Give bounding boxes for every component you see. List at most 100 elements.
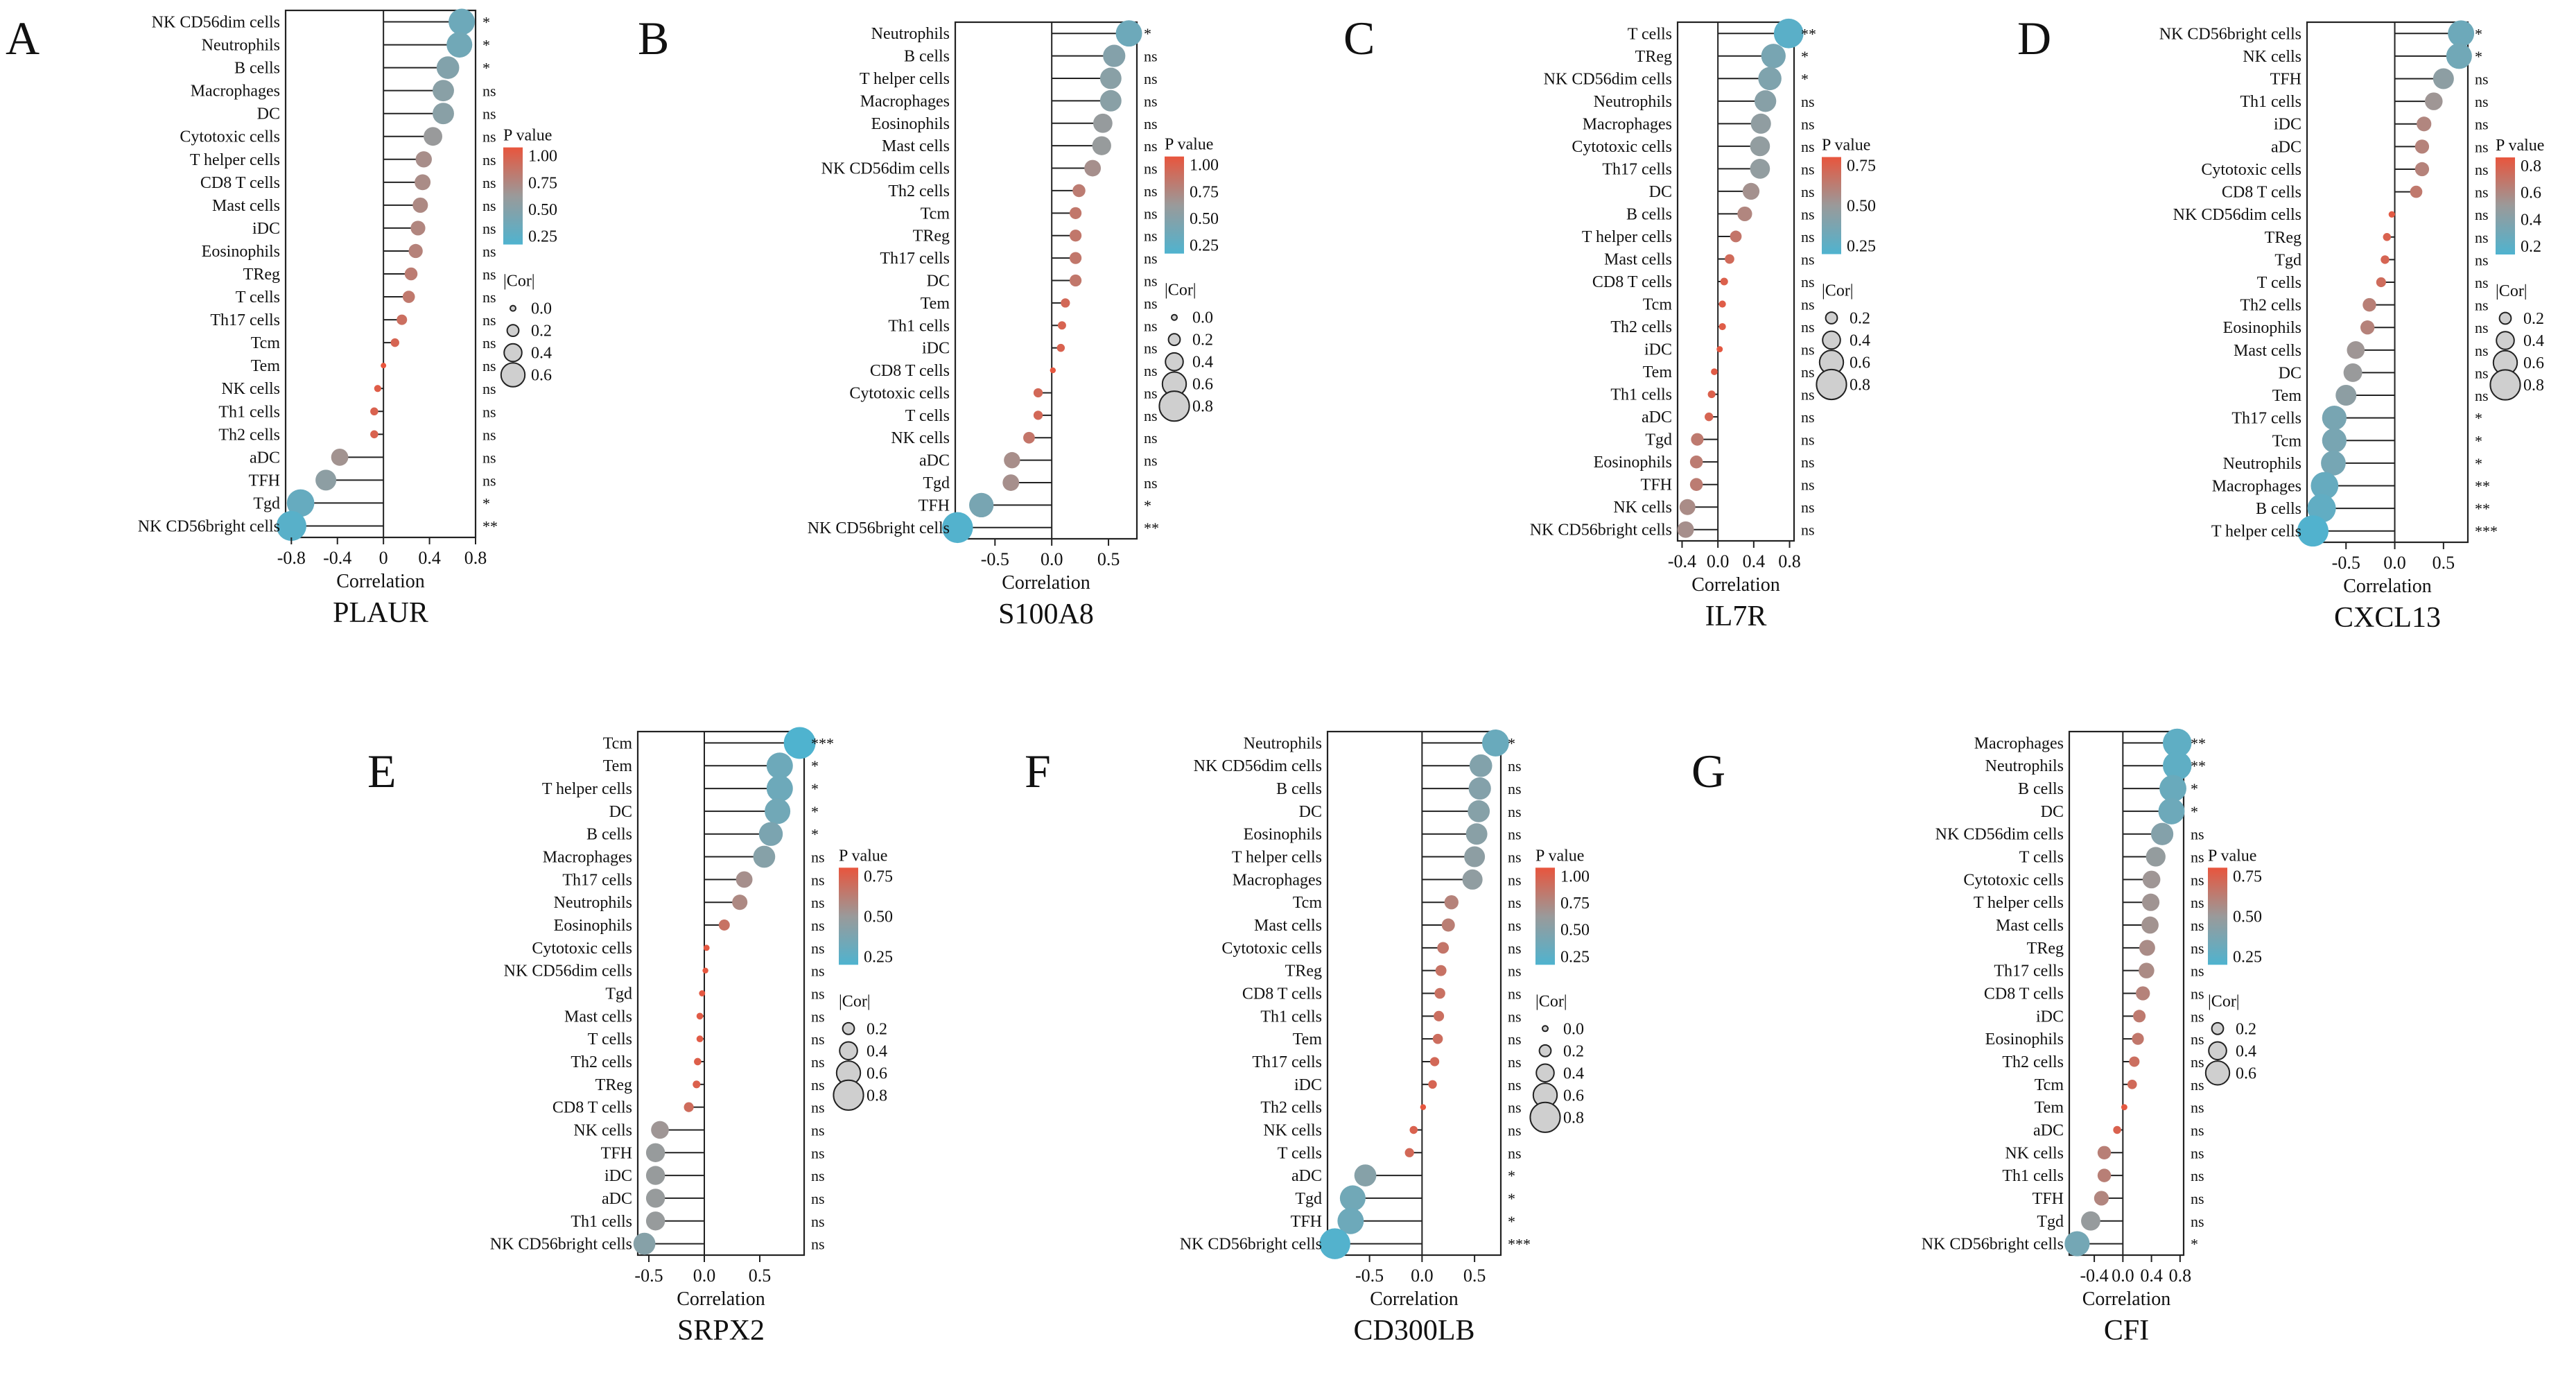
pvalue-legend-title: P value <box>503 127 552 145</box>
cor-legend-label: 0.6 <box>1563 1087 1584 1105</box>
significance-label: ** <box>2475 500 2490 517</box>
point <box>1677 521 1694 538</box>
cor-size-key <box>1822 330 1841 350</box>
significance-label: * <box>811 826 819 843</box>
point <box>1061 298 1070 308</box>
pvalue-legend: P value 1.00 0.75 0.50 0.25 <box>1165 136 1219 255</box>
significance-label: * <box>482 14 490 31</box>
cor-size-key <box>1535 1063 1555 1083</box>
x-tick-label: 0.0 <box>2112 1266 2134 1286</box>
significance-label: * <box>2191 1236 2198 1253</box>
point <box>2307 494 2336 523</box>
point <box>1758 67 1782 91</box>
pvalue-legend-title: P value <box>2496 137 2544 155</box>
point <box>2335 385 2357 406</box>
significance-label: ns <box>482 311 496 329</box>
category-label: Tem <box>2035 1099 2064 1117</box>
x-axis-label: Correlation <box>1370 1288 1459 1310</box>
point <box>758 822 783 846</box>
point <box>1679 499 1696 515</box>
category-label: iDC <box>1644 341 1672 359</box>
cor-legend-label: 0.8 <box>1850 376 1870 394</box>
significance-label: ns <box>2475 342 2489 359</box>
point <box>276 510 306 542</box>
point <box>2097 1146 2112 1160</box>
panel-e: E Tcm *** Tem * T helper cells * DC * B cells * Mac… <box>367 727 893 1347</box>
point <box>2343 363 2362 382</box>
x-axis-label: Correlation <box>677 1288 765 1310</box>
significance-label: ns <box>1801 386 1815 404</box>
cor-size-key <box>839 1041 858 1061</box>
pvalue-colorbar <box>1165 156 1184 254</box>
point <box>1050 367 1056 374</box>
category-label: iDC <box>1294 1076 1322 1094</box>
significance-label: ns <box>1801 138 1815 155</box>
pvalue-legend: P value 0.75 0.50 0.25 <box>839 847 893 966</box>
category-label: CD8 T cells <box>2222 184 2301 202</box>
point <box>2162 728 2192 758</box>
cor-legend-label: 0.4 <box>2236 1042 2256 1060</box>
point <box>732 895 748 910</box>
point <box>2414 139 2430 154</box>
significance-label: ns <box>2475 206 2489 223</box>
cor-legend-label: 0.4 <box>1192 354 1213 372</box>
pvalue-tick-label: 0.25 <box>1190 237 1219 255</box>
x-tick-label: 0.0 <box>1707 551 1730 571</box>
category-label: Macrophages <box>1233 871 1322 889</box>
cor-size-key <box>2204 1060 2231 1086</box>
pvalue-tick-label: 0.50 <box>1560 922 1590 940</box>
point <box>1737 206 1752 222</box>
category-label: T cells <box>2019 849 2064 867</box>
point <box>446 32 473 58</box>
point <box>415 174 431 191</box>
x-tick-label: -0.4 <box>323 548 351 568</box>
panel-letter: G <box>1691 745 1725 797</box>
significance-label: ns <box>1508 940 1522 957</box>
x-axis-label: Correlation <box>2343 576 2432 597</box>
significance-label: ** <box>2191 734 2206 752</box>
category-label: NK CD56dim cells <box>1935 826 2064 844</box>
point <box>2136 986 2150 1001</box>
category-label: T helper cells <box>860 70 950 88</box>
point <box>370 407 378 416</box>
significance-label: ns <box>1144 205 1158 222</box>
point <box>645 1143 665 1162</box>
pvalue-legend: P value 1.00 0.75 0.50 0.25 <box>503 127 557 246</box>
x-tick-label: 0.5 <box>749 1266 772 1286</box>
point <box>684 1102 694 1112</box>
point <box>1023 431 1035 444</box>
pvalue-tick-label: 0.25 <box>2233 948 2262 966</box>
category-label: Th1 cells <box>1610 386 1672 404</box>
category-label: T cells <box>2257 274 2301 292</box>
category-label: NK CD56bright cells <box>1180 1236 1322 1254</box>
category-label: iDC <box>2036 1008 2064 1026</box>
plot-frame <box>2068 730 2185 1257</box>
pvalue-tick-label: 0.4 <box>2521 211 2541 229</box>
category-label: Th2 cells <box>1260 1099 1322 1117</box>
category-label: Macrophages <box>860 92 950 110</box>
cor-legend-label: 0.6 <box>2523 354 2544 372</box>
point <box>2081 1211 2100 1231</box>
significance-label: ns <box>2475 138 2489 155</box>
significance-label: ns <box>2191 962 2204 980</box>
gene-title: IL7R <box>1705 601 1767 632</box>
significance-label: ns <box>1801 318 1815 336</box>
point <box>1750 159 1770 179</box>
category-label: DC <box>2279 364 2301 382</box>
significance-label: ns <box>1508 849 1522 866</box>
significance-label: ns <box>482 403 496 420</box>
pvalue-tick-label: 0.8 <box>2521 157 2541 175</box>
significance-label: ns <box>1144 227 1158 245</box>
gene-title: CFI <box>2104 1315 2149 1347</box>
category-label: Tcm <box>1643 296 1673 314</box>
point <box>2433 68 2454 89</box>
point <box>736 871 753 888</box>
significance-label: * <box>2191 803 2198 820</box>
point <box>753 845 776 868</box>
point <box>1434 987 1445 999</box>
point <box>1002 474 1020 491</box>
cor-legend-title: |Cor| <box>2496 282 2527 300</box>
significance-label: ** <box>2475 477 2490 494</box>
point <box>1468 800 1490 822</box>
significance-label: ns <box>1801 408 1815 426</box>
